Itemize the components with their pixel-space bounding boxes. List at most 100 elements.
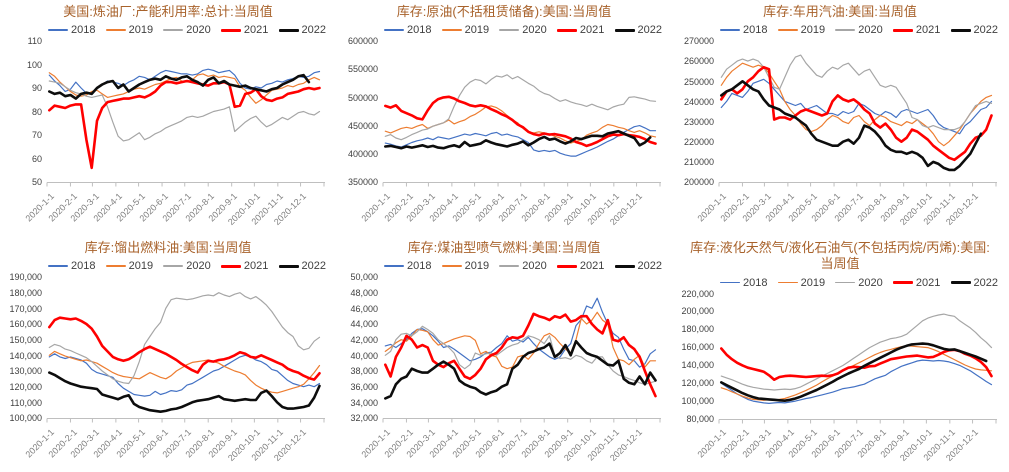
y-tick-label: 120,000 (9, 381, 42, 392)
legend-line-swatch (892, 281, 913, 284)
y-tick-label: 90 (31, 83, 42, 94)
y-tick-label: 36,000 (350, 381, 378, 392)
legend-label: 2020 (186, 24, 211, 37)
legend-item-2021: 2021 (556, 260, 605, 273)
legend-line-swatch (950, 28, 971, 32)
series-line-2021 (720, 66, 993, 162)
chart-refinery-utilization: 美国:炼油厂:产能利用率:总计:当周值 2018 2019 2020 2021 2022… (0, 0, 336, 236)
plot-row: 80,000 100,000 120,000 140,000 160,000 180,00… (674, 289, 1006, 425)
legend-label: 2018 (743, 276, 768, 289)
y-tick-label: 180,000 (681, 324, 714, 335)
legend-label: 2019 (464, 260, 490, 273)
chart-title: 库存:煤油型喷气燃料:美国:当周值 (407, 240, 601, 255)
legend-line-swatch (614, 264, 635, 268)
legend-label: 2019 (800, 24, 826, 37)
plot-area (718, 38, 998, 188)
series-line-2020 (720, 313, 993, 391)
y-tick-label: 500000 (347, 92, 378, 103)
chart-legend: 2018 2019 2020 2021 2022 (48, 22, 326, 38)
y-tick-label: 100,000 (681, 395, 714, 406)
legend-item-2022: 2022 (950, 277, 998, 289)
legend-line-swatch (105, 265, 126, 268)
legend-label: 2022 (973, 24, 998, 37)
series-line-2019 (720, 344, 993, 401)
legend-label: 2020 (858, 24, 883, 37)
legend-label: 2021 (243, 24, 269, 37)
legend-line-swatch (48, 29, 68, 32)
legend-item-2020: 2020 (835, 24, 883, 37)
legend-label: 2020 (522, 260, 547, 273)
legend-line-swatch (950, 281, 971, 284)
plot-area (382, 274, 662, 424)
y-axis-labels: 80,000 100,000 120,000 140,000 160,000 180,00… (674, 289, 718, 425)
y-tick-label: 32,000 (350, 413, 378, 424)
plot-row: 32,000 34,000 36,000 38,000 40,000 42,000 44,0… (338, 272, 670, 424)
legend-item-2019: 2019 (105, 24, 153, 36)
y-tick-label: 50 (31, 177, 42, 188)
legend-item-2021: 2021 (892, 276, 941, 289)
legend-item-2020: 2020 (499, 260, 547, 273)
legend-item-2019: 2019 (441, 260, 490, 273)
plot-area (382, 38, 662, 188)
legend-line-swatch (278, 28, 299, 32)
y-tick-label: 230000 (683, 116, 714, 127)
series-line-2018 (48, 353, 321, 397)
legend-label: 2021 (243, 260, 269, 273)
y-tick-label: 200,000 (681, 306, 714, 317)
legend-line-swatch (892, 28, 913, 32)
legend-line-swatch (720, 29, 740, 32)
legend-item-2021: 2021 (892, 24, 940, 36)
y-tick-label: 46,000 (350, 303, 378, 314)
chart-title: 库存:馏出燃料油:美国:当周值 (84, 240, 252, 255)
y-tick-label: 80 (31, 106, 42, 117)
legend-label: 2021 (579, 260, 605, 273)
plot-row: 350000 400000 450000 500000 550000 600000 (338, 36, 670, 188)
chart-lpg-inventory: 库存:液化天然气/液化石油气(不包括丙烷/丙烯):美国:当周值 2018 2019… (672, 236, 1008, 472)
legend-line-swatch (556, 264, 577, 268)
legend-label: 2021 (915, 276, 941, 289)
legend-item-2021: 2021 (220, 24, 269, 37)
series-line-2020 (720, 54, 993, 131)
legend-line-swatch (384, 265, 404, 268)
legend-item-2019: 2019 (777, 24, 826, 37)
legend-item-2018: 2018 (720, 24, 767, 36)
chart-jet-fuel-inventory: 库存:煤油型喷气燃料:美国:当周值 2018 2019 2020 2021 2022 3… (336, 236, 672, 472)
legend-item-2022: 2022 (614, 260, 662, 273)
legend-line-swatch (556, 28, 577, 32)
legend-line-swatch (441, 29, 462, 32)
y-tick-label: 220000 (683, 136, 714, 147)
y-tick-label: 160,000 (9, 319, 42, 330)
legend-label: 2018 (743, 24, 768, 37)
x-axis-labels: 2020-1-1 2020-2-1 2020-3-1 2020-4-1 2020-5-1… (24, 424, 326, 472)
series-canvas (718, 313, 997, 423)
legend-line-swatch (220, 28, 241, 32)
legend-item-2022: 2022 (614, 24, 662, 36)
legend-item-2020: 2020 (163, 24, 211, 37)
series-line-2021 (720, 346, 993, 381)
series-line-2021 (48, 79, 321, 170)
series-canvas (46, 68, 325, 187)
y-tick-label: 350000 (347, 177, 378, 188)
legend-item-2018: 2018 (720, 277, 767, 289)
legend-label: 2020 (858, 276, 883, 289)
y-axis-labels: 200000 210000 220000 230000 240000 250000 2600… (674, 36, 718, 188)
y-tick-label: 100,000 (9, 413, 42, 424)
legend-line-swatch (163, 265, 184, 268)
chart-title: 美国:炼油厂:产能利用率:总计:当周值 (63, 4, 273, 19)
y-tick-label: 260000 (683, 56, 714, 67)
legend-label: 2019 (128, 260, 154, 273)
y-tick-label: 180,000 (9, 287, 42, 298)
plot-area (46, 38, 326, 188)
x-axis-labels: 2020-1-1 2020-2-1 2020-3-1 2020-4-1 2020-5-1… (360, 188, 662, 236)
y-tick-label: 110,000 (10, 397, 42, 408)
y-tick-label: 44,000 (350, 319, 378, 330)
y-tick-label: 130,000 (9, 366, 42, 377)
y-tick-label: 120,000 (681, 377, 714, 388)
chart-title: 库存:车用汽油:美国:当周值 (763, 4, 917, 19)
legend-label: 2020 (522, 24, 547, 37)
y-tick-label: 60 (31, 153, 42, 164)
chart-gasoline-inventory: 库存:车用汽油:美国:当周值 2018 2019 2020 2021 2022 2000… (672, 0, 1008, 236)
legend-label: 2022 (637, 260, 662, 273)
legend-line-swatch (499, 29, 520, 32)
y-tick-label: 48,000 (350, 287, 378, 298)
